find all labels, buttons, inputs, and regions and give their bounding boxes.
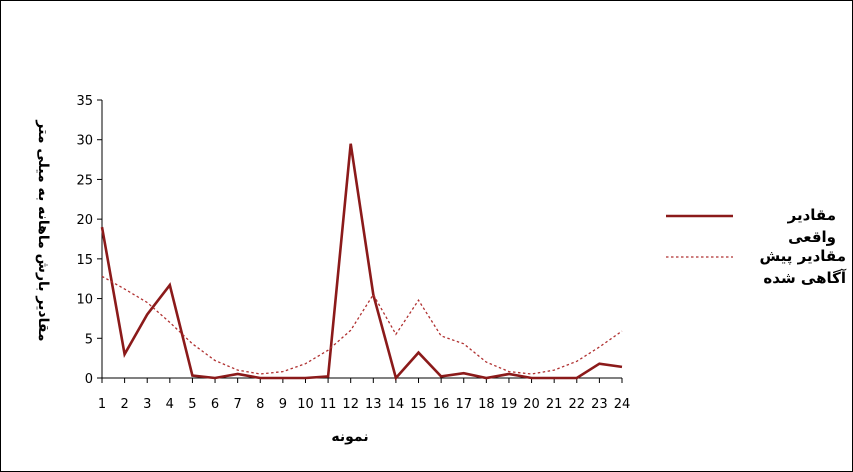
x-tick-label: 1 bbox=[98, 397, 106, 412]
y-tick-label: 35 bbox=[76, 94, 93, 109]
x-tick-label: 16 bbox=[433, 397, 450, 412]
x-tick-label: 15 bbox=[410, 397, 427, 412]
y-tick-label: 30 bbox=[76, 134, 93, 149]
x-tick-label: 18 bbox=[478, 397, 495, 412]
legend-label-actual: مقادیر واقعی bbox=[787, 206, 836, 246]
x-tick-label: 8 bbox=[256, 397, 264, 412]
series-layer bbox=[100, 143, 623, 381]
x-tick-label: 10 bbox=[297, 397, 314, 412]
x-tick-label: 11 bbox=[320, 397, 337, 412]
x-tick-label: 13 bbox=[365, 397, 382, 412]
y-axis: 0 5 10 15 20 25 30 35 bbox=[76, 94, 103, 387]
x-axis-title: نمونه bbox=[331, 429, 368, 445]
y-tick-label: 25 bbox=[76, 173, 93, 188]
legend bbox=[666, 214, 733, 258]
x-tick-label: 21 bbox=[546, 397, 563, 412]
x-tick-label: 12 bbox=[342, 397, 359, 412]
x-tick-label: 23 bbox=[591, 397, 608, 412]
x-axis: 1 2 3 4 5 6 7 8 9 10 11 12 13 14 15 16 17 18 19 20 21 22 23 24 bbox=[98, 377, 631, 412]
y-axis-title: مقادیر بارش ماهانه به میلی متر bbox=[35, 119, 51, 341]
y-tick-label: 20 bbox=[76, 213, 93, 228]
x-tick-label: 7 bbox=[234, 397, 242, 412]
x-tick-label: 19 bbox=[501, 397, 518, 412]
x-tick-label: 6 bbox=[211, 397, 219, 412]
x-tick-label: 5 bbox=[188, 397, 196, 412]
legend-label-forecast: مقادیر پیش آگاهی شده bbox=[759, 247, 846, 287]
x-tick-label: 17 bbox=[455, 397, 472, 412]
y-tick-label: 10 bbox=[76, 293, 93, 308]
x-tick-label: 2 bbox=[120, 397, 128, 412]
y-tick-label: 15 bbox=[76, 253, 93, 268]
x-tick-label: 9 bbox=[279, 397, 287, 412]
x-tick-label: 20 bbox=[523, 397, 540, 412]
y-tick-label: 5 bbox=[85, 332, 93, 347]
x-tick-label: 4 bbox=[166, 397, 174, 412]
x-tick-label: 14 bbox=[388, 397, 405, 412]
series-line-actual bbox=[100, 143, 623, 381]
x-tick-label: 3 bbox=[143, 397, 151, 412]
y-tick-label: 0 bbox=[85, 372, 93, 387]
x-tick-label: 22 bbox=[569, 397, 586, 412]
x-tick-label: 24 bbox=[614, 397, 631, 412]
